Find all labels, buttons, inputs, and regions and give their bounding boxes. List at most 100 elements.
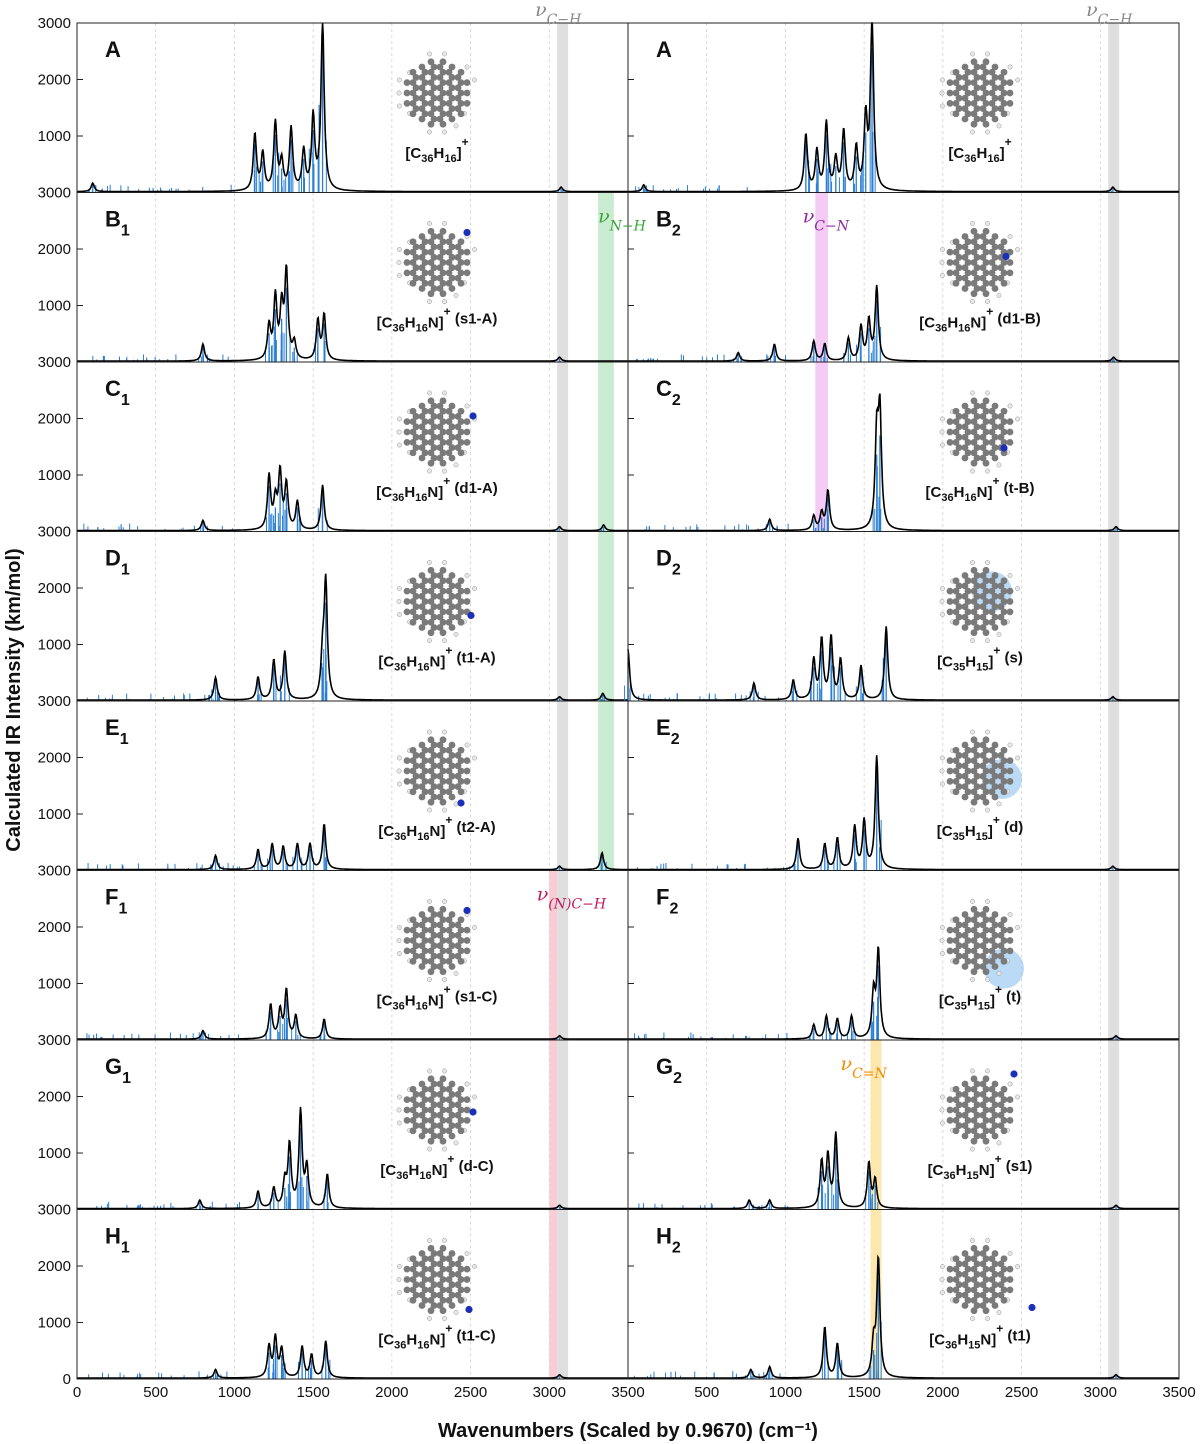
carbon-atom xyxy=(946,259,954,266)
carbon-atom xyxy=(970,438,978,446)
hydrogen-atom xyxy=(396,260,402,265)
carbon-atom xyxy=(1006,777,1014,785)
carbon-atom xyxy=(427,269,435,277)
carbon-atom xyxy=(427,110,435,118)
carbon-atom xyxy=(418,603,426,611)
carbon-atom xyxy=(436,582,444,590)
carbon-atom xyxy=(454,243,462,251)
carbon-atom xyxy=(403,1276,411,1283)
carbon-atom xyxy=(964,598,972,605)
carbon-atom xyxy=(445,1296,453,1304)
carbon-atom xyxy=(439,438,447,446)
carbon-atom xyxy=(409,1106,417,1114)
carbon-atom xyxy=(427,1276,435,1283)
carbon-atom xyxy=(412,752,420,759)
carbon-atom xyxy=(448,613,456,621)
hydrogen-atom xyxy=(970,1068,975,1074)
carbon-atom xyxy=(430,253,438,261)
x-tick-label: 0 xyxy=(73,1384,81,1401)
panel-frame xyxy=(76,1039,629,1210)
hydrogen-atom xyxy=(996,1140,1002,1146)
carbon-atom xyxy=(979,433,987,441)
carbon-atom xyxy=(430,1080,438,1088)
band-CH xyxy=(557,701,569,871)
carbon-atom xyxy=(1006,418,1014,426)
hydrogen-atom xyxy=(985,977,990,982)
band-CH xyxy=(557,1209,569,1379)
carbon-atom xyxy=(997,84,1005,92)
x-tick-label: 1000 xyxy=(769,1384,802,1401)
nitrogen-atom xyxy=(457,799,465,807)
carbon-atom xyxy=(418,1111,426,1119)
hydrogen-atom xyxy=(970,1238,975,1243)
carbon-atom xyxy=(439,290,447,298)
carbon-atom xyxy=(448,793,456,801)
hydrogen-atom xyxy=(985,1238,990,1243)
carbon-atom xyxy=(973,952,981,960)
carbon-atom xyxy=(436,1250,444,1257)
hydrogen-atom xyxy=(427,807,432,813)
carbon-atom xyxy=(982,1106,990,1114)
carbon-atom xyxy=(430,752,438,759)
carbon-atom xyxy=(952,89,960,97)
carbon-atom xyxy=(997,413,1005,420)
carbon-atom xyxy=(436,1302,444,1309)
carbon-atom xyxy=(427,1075,435,1083)
carbon-atom xyxy=(436,783,444,790)
carbon-atom xyxy=(970,449,978,457)
carbon-atom xyxy=(448,115,456,123)
carbon-atom xyxy=(403,767,411,775)
carbon-atom xyxy=(436,454,444,462)
hydrogen-atom xyxy=(427,390,432,396)
carbon-atom xyxy=(946,269,954,277)
carbon-atom xyxy=(991,921,999,929)
carbon-atom xyxy=(454,84,462,92)
carbon-atom xyxy=(412,1281,420,1289)
hydrogen-atom xyxy=(1015,247,1021,252)
envelope-line xyxy=(77,987,628,1040)
carbon-atom xyxy=(430,1101,438,1109)
molecule-label: [C36H16N]+ (t2-A) xyxy=(378,813,495,843)
carbon-atom xyxy=(412,772,420,780)
carbon-atom xyxy=(427,407,435,415)
envelope-line xyxy=(77,22,628,193)
carbon-atom xyxy=(418,253,426,261)
hydrogen-atom xyxy=(396,90,402,96)
carbon-atom xyxy=(439,947,447,955)
carbon-atom xyxy=(952,1085,960,1093)
hydrogen-atom xyxy=(1007,403,1013,409)
carbon-atom xyxy=(979,285,987,292)
carbon-atom xyxy=(952,279,960,287)
carbon-atom xyxy=(403,598,411,605)
carbon-atom xyxy=(421,79,429,87)
hydrogen-atom xyxy=(985,468,990,474)
carbon-atom xyxy=(961,1091,969,1098)
molecule-structure xyxy=(396,1068,478,1152)
carbon-atom xyxy=(436,1132,444,1140)
carbon-atom xyxy=(952,418,960,426)
carbon-atom xyxy=(946,89,954,97)
hydrogen-atom xyxy=(1007,912,1013,917)
carbon-atom xyxy=(946,947,954,955)
carbon-atom xyxy=(418,793,426,801)
x-tick-label: 1500 xyxy=(296,1384,329,1401)
hydrogen-atom xyxy=(970,51,975,57)
carbon-atom xyxy=(454,931,462,939)
carbon-atom xyxy=(961,592,969,600)
y-tick-label: 1000 xyxy=(38,1145,71,1162)
carbon-atom xyxy=(418,921,426,929)
carbon-atom xyxy=(409,1116,417,1124)
carbon-atom xyxy=(973,921,981,929)
carbon-atom xyxy=(430,572,438,579)
carbon-atom xyxy=(454,253,462,261)
band-CH xyxy=(557,23,569,193)
carbon-atom xyxy=(970,947,978,955)
y-tick-label: 1000 xyxy=(38,1315,71,1332)
hydrogen-atom xyxy=(472,247,478,252)
carbon-atom xyxy=(970,798,978,806)
carbon-atom xyxy=(457,110,465,118)
hydrogen-atom xyxy=(1015,1264,1021,1269)
carbon-atom xyxy=(448,741,456,749)
carbon-atom xyxy=(991,942,999,950)
hydrogen-atom xyxy=(1007,1081,1013,1087)
